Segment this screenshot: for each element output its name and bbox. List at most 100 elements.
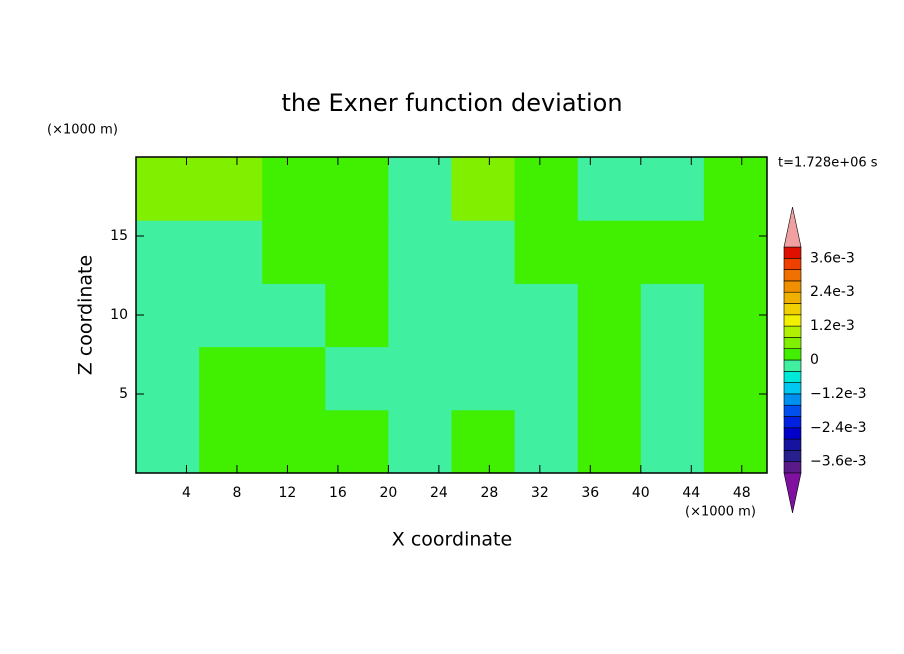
contour-cell	[136, 157, 200, 221]
contour-cell	[262, 346, 326, 411]
contour-cell	[451, 220, 516, 284]
colorbar-box	[783, 461, 802, 474]
contour-cell	[199, 283, 263, 348]
colorbar-box	[783, 450, 802, 462]
colorbar-label: −1.2e-3	[810, 386, 867, 402]
contour-cell	[514, 220, 579, 284]
contour-cell	[388, 409, 452, 474]
colorbar-box	[783, 404, 802, 417]
contour-cell	[136, 409, 200, 474]
contour-cell	[325, 409, 389, 474]
x-tick-label: 28	[480, 485, 498, 501]
colorbar-box	[783, 427, 802, 440]
colorbar-label: 0	[810, 352, 819, 368]
contour-cell	[451, 409, 516, 474]
contour-cell	[703, 157, 768, 221]
colorbar-label: −2.4e-3	[810, 420, 867, 436]
colorbar-label: 2.4e-3	[810, 284, 855, 300]
colorbar-box	[783, 314, 802, 327]
contour-cell	[640, 283, 705, 348]
contour-cell	[514, 157, 579, 221]
contour-cell	[703, 409, 768, 474]
x-unit: (×1000 m)	[685, 505, 756, 520]
colorbar-box	[783, 348, 802, 361]
contour-cell	[514, 283, 579, 348]
colorbar-label: 1.2e-3	[810, 318, 855, 334]
contour-cell	[262, 409, 326, 474]
x-tick-label: 36	[581, 485, 599, 501]
time-label: t=1.728e+06 s	[778, 156, 878, 171]
x-tick-label: 40	[632, 485, 650, 501]
x-axis-label: X coordinate	[392, 529, 512, 551]
contour-cell	[703, 346, 768, 411]
contour-cell	[577, 157, 642, 221]
y-tick-label: 10	[110, 307, 128, 323]
colorbar-box	[783, 280, 802, 293]
contour-cell	[577, 409, 642, 474]
x-tick-label: 48	[733, 485, 751, 501]
x-tick-label: 16	[329, 485, 347, 501]
contour-cell	[388, 220, 452, 284]
colorbar-box	[783, 291, 802, 304]
contour-cell	[199, 346, 263, 411]
contour-cell	[451, 283, 516, 348]
contour-cell	[262, 157, 326, 221]
colorbar-box	[783, 269, 802, 282]
colorbar-label: 3.6e-3	[810, 250, 855, 266]
contour-cell	[262, 220, 326, 284]
x-tick-label: 8	[232, 485, 241, 501]
colorbar-over	[783, 206, 802, 248]
contour-cell	[199, 157, 263, 221]
colorbar-under	[783, 472, 802, 514]
contour-cell	[703, 283, 768, 348]
colorbar-box	[783, 257, 802, 270]
colorbar-box	[783, 416, 802, 429]
colorbar-box	[783, 246, 802, 259]
contour-cell	[640, 346, 705, 411]
colorbar-box	[783, 325, 802, 338]
contour-cell	[577, 220, 642, 284]
contour-cell	[325, 220, 389, 284]
contour-cell	[388, 283, 452, 348]
contour-cell	[640, 220, 705, 284]
contour-cell	[199, 409, 263, 474]
colorbar-box	[783, 438, 802, 451]
contour-cell	[514, 409, 579, 474]
contour-cell	[325, 346, 389, 411]
x-tick-label: 44	[682, 485, 700, 501]
contour-cell	[325, 283, 389, 348]
chart-title: the Exner function deviation	[281, 89, 622, 117]
contour-cell	[388, 346, 452, 411]
contour-cell	[199, 220, 263, 284]
contour-cell	[640, 157, 705, 221]
colorbar-box	[783, 303, 802, 316]
colorbar-box	[783, 393, 802, 406]
colorbar-box	[783, 337, 802, 349]
contour-cell	[136, 220, 200, 284]
colorbar-box	[783, 359, 802, 372]
x-tick-label: 32	[531, 485, 549, 501]
contour-cell	[640, 409, 705, 474]
y-tick-label: 15	[110, 228, 128, 244]
colorbar-box	[783, 370, 802, 383]
y-tick-label: 5	[119, 386, 128, 402]
x-tick-label: 4	[182, 485, 191, 501]
x-tick-label: 24	[430, 485, 448, 501]
x-tick-label: 12	[279, 485, 297, 501]
y-axis-label: Z coordinate	[75, 255, 97, 375]
contour-cell	[451, 346, 516, 411]
contour-cell	[262, 283, 326, 348]
contour-cell	[577, 283, 642, 348]
contour-cell	[703, 220, 768, 284]
contour-cell	[451, 157, 516, 221]
contour-cell	[514, 346, 579, 411]
x-tick-label: 20	[379, 485, 397, 501]
contour-cell	[136, 283, 200, 348]
contour-cell	[388, 157, 452, 221]
colorbar-box	[783, 382, 802, 395]
contour-cell	[325, 157, 389, 221]
contour-cell	[577, 346, 642, 411]
contour-cell	[136, 346, 200, 411]
colorbar-label: −3.6e-3	[810, 454, 867, 470]
